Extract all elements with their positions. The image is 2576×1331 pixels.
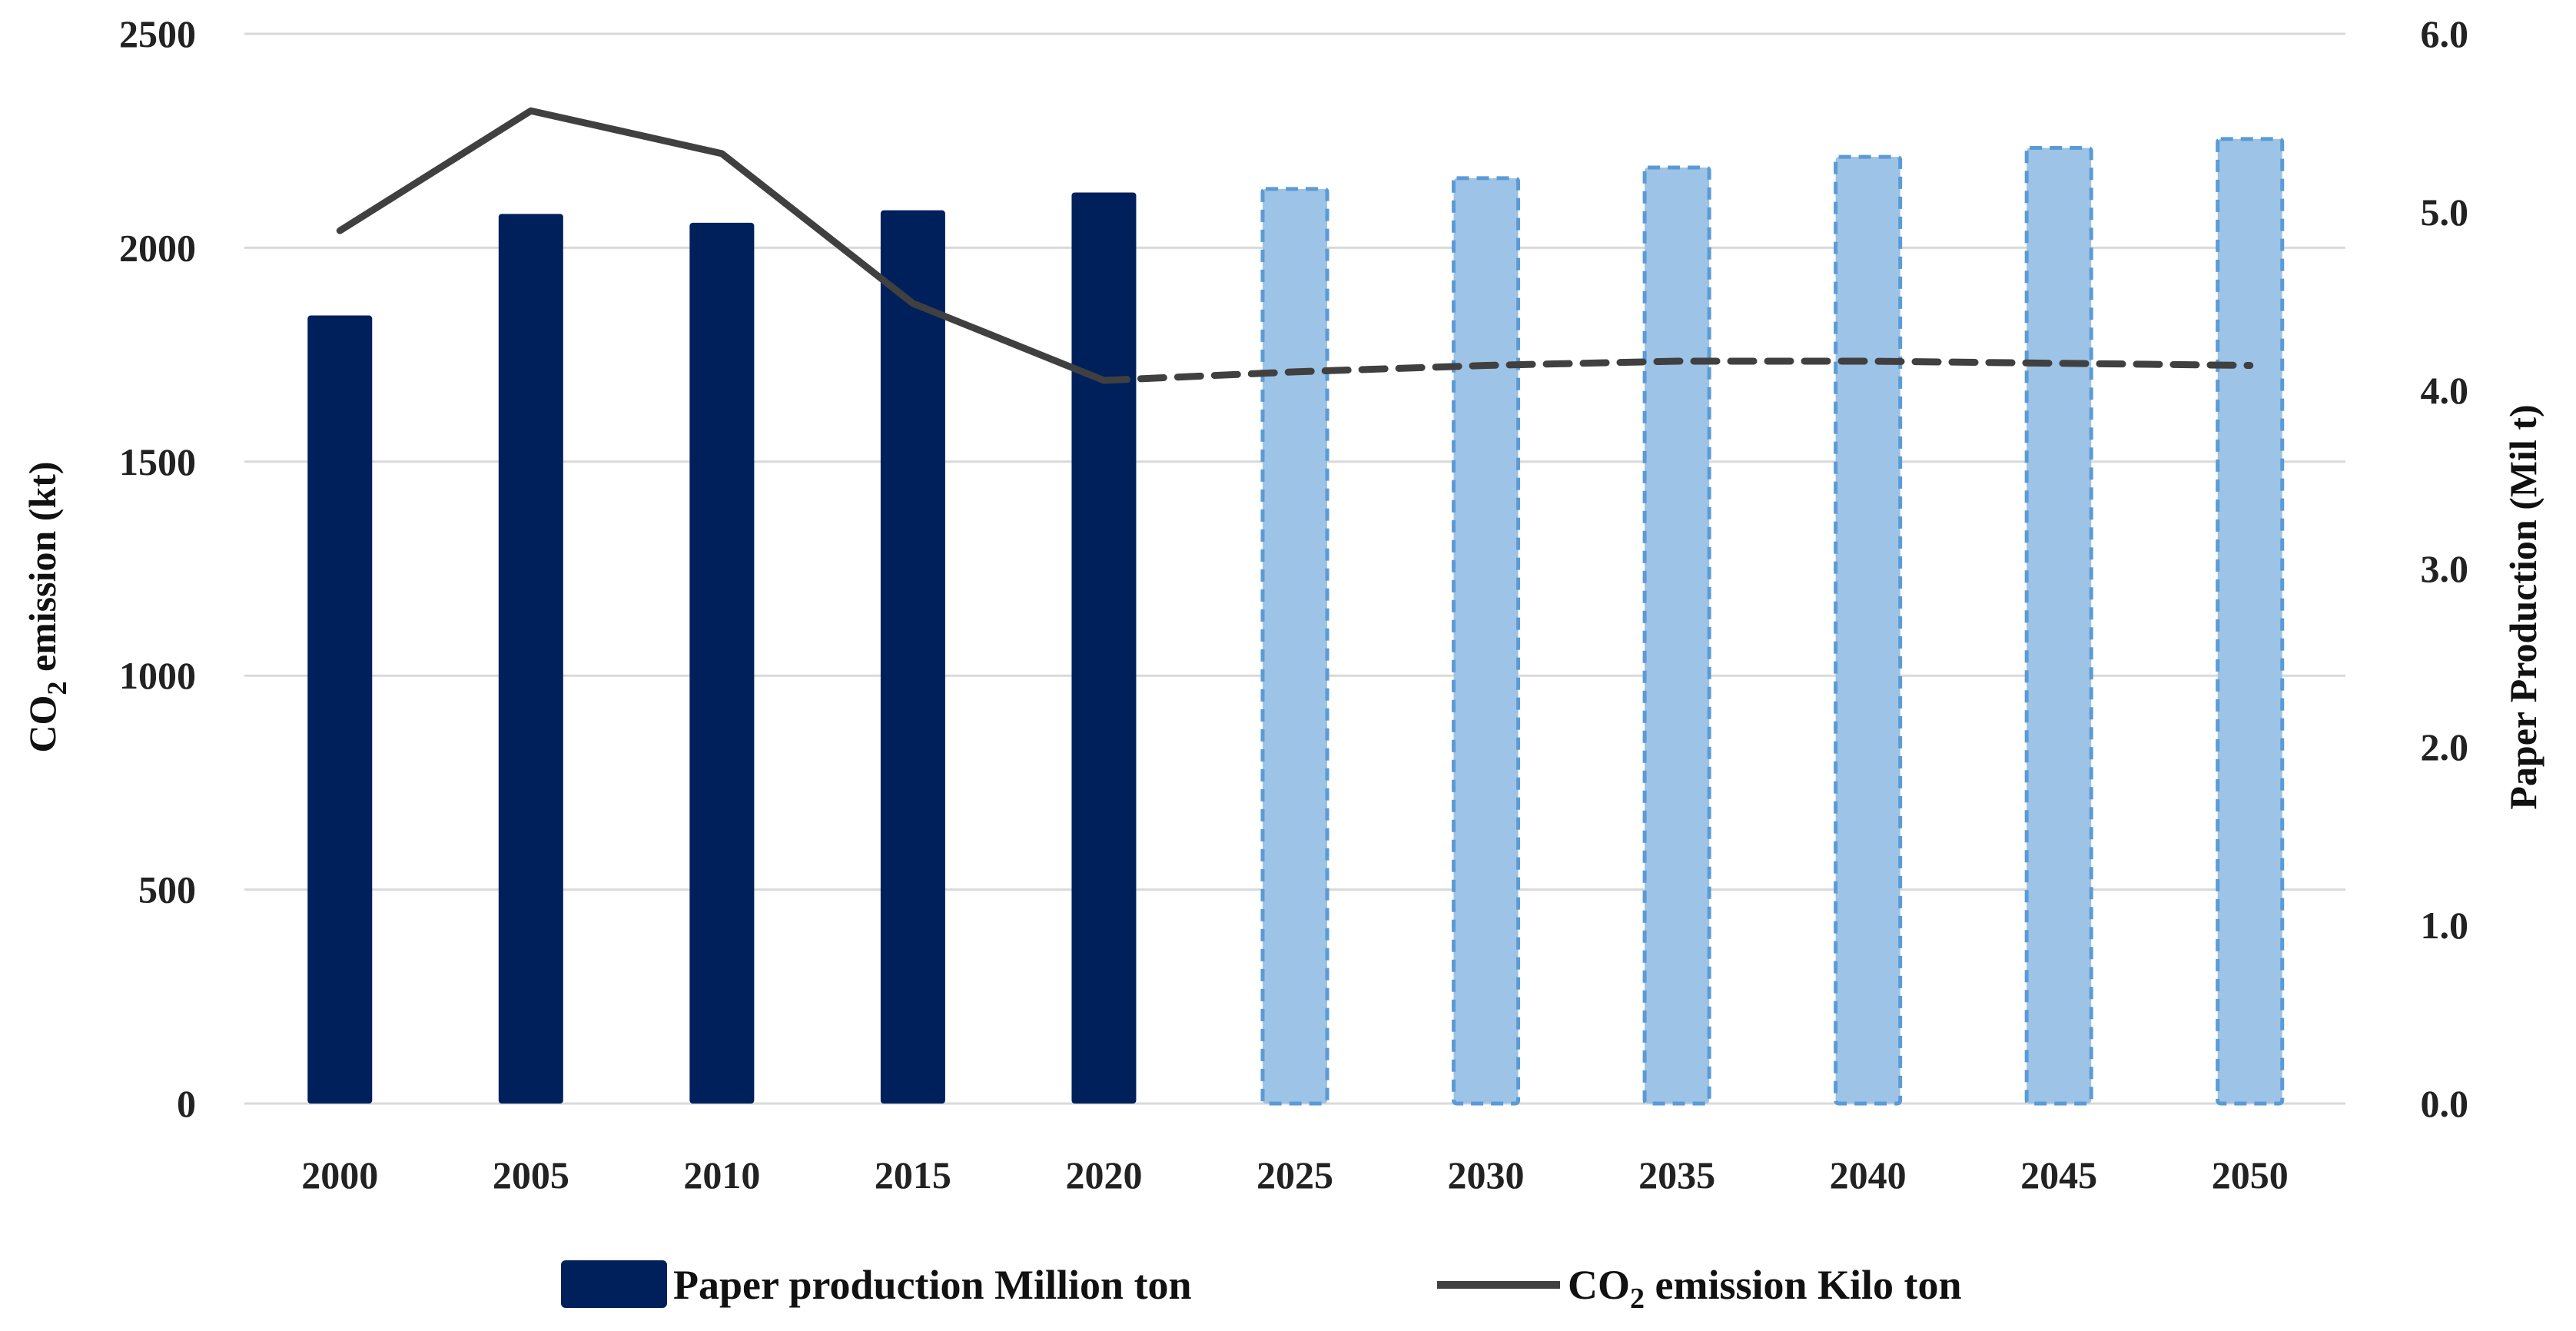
x-tick-label: 2040: [1830, 1153, 1907, 1197]
left-tick-label: 2000: [119, 226, 196, 269]
right-tick-label: 0.0: [2421, 1082, 2469, 1125]
x-tick-label: 2015: [875, 1153, 951, 1197]
bar-projected: [2024, 145, 2093, 1106]
left-tick-label: 1500: [119, 440, 196, 483]
right-axis-ticks: 0.0 1.0 2.0 3.0 4.0 5.0 6.0: [2421, 12, 2469, 1125]
left-axis-ticks: 0 500 1000 1500 2000 2500: [119, 12, 196, 1125]
right-tick-label: 2.0: [2421, 725, 2469, 768]
right-tick-label: 1.0: [2421, 904, 2469, 947]
bar-projected: [1260, 187, 1329, 1106]
bar-historical: [307, 315, 373, 1104]
bar-projected: [1642, 165, 1711, 1106]
right-axis-title: Paper Production (Mil t): [2501, 404, 2544, 809]
bar-projected: [2216, 137, 2285, 1106]
legend-bar-label: Paper production Million ton: [673, 1262, 1192, 1308]
x-tick-label: 2030: [1448, 1153, 1525, 1197]
left-tick-label: 500: [138, 868, 196, 911]
x-tick-label: 2050: [2212, 1153, 2289, 1197]
bar-historical: [1071, 192, 1137, 1104]
bar-historical: [689, 222, 755, 1104]
legend-line-label: CO2 emission Kilo ton: [1568, 1262, 1962, 1315]
left-tick-label: 0: [177, 1082, 196, 1125]
legend-bar-swatch: [561, 1260, 667, 1308]
bars: [307, 137, 2285, 1106]
bar-projected: [1834, 154, 1903, 1106]
co2-line-historical: [336, 107, 1107, 384]
right-tick-label: 3.0: [2421, 547, 2469, 590]
right-tick-label: 4.0: [2421, 369, 2469, 412]
left-tick-label: 2500: [119, 12, 196, 55]
right-tick-label: 6.0: [2421, 12, 2469, 55]
x-tick-label: 2020: [1065, 1153, 1142, 1197]
legend: Paper production Million ton CO2 emissio…: [561, 1260, 1962, 1315]
left-axis-title: CO2 emission (kt): [21, 461, 72, 752]
bar-historical: [498, 214, 563, 1104]
x-tick-label: 2010: [683, 1153, 760, 1197]
x-tick-label: 2035: [1638, 1153, 1715, 1197]
bar-projected: [1452, 176, 1521, 1106]
x-axis-ticks: 2000 2005 2010 2015 2020 2025 2030 2035 2040 2045…: [301, 1153, 2288, 1197]
x-tick-label: 2005: [493, 1153, 569, 1197]
x-tick-label: 2045: [2020, 1153, 2097, 1197]
x-tick-label: 2000: [301, 1153, 378, 1197]
bar-historical: [880, 210, 945, 1104]
x-tick-label: 2025: [1256, 1153, 1333, 1197]
co2-line-projected: [1100, 357, 2254, 384]
co2-line: [336, 107, 2254, 384]
right-tick-label: 5.0: [2421, 191, 2469, 234]
left-tick-label: 1000: [119, 654, 196, 697]
